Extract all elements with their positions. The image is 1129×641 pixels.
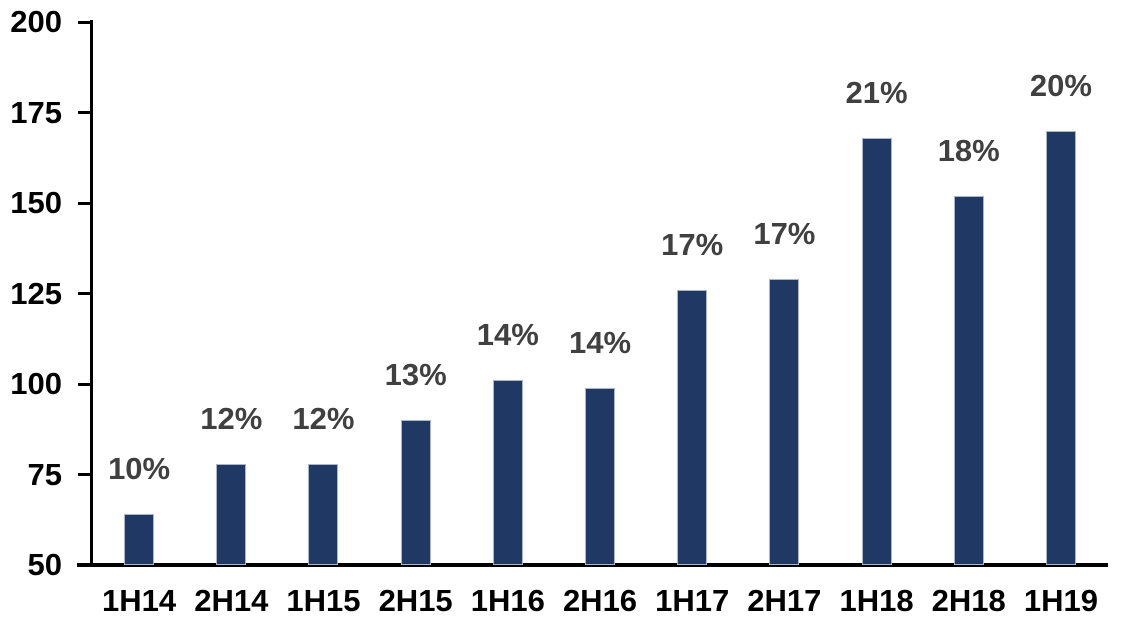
bar-value-label: 12%: [200, 400, 263, 436]
bar-value-label: 17%: [661, 226, 724, 262]
y-tick-mark: [78, 111, 93, 114]
bar-value-label: 21%: [845, 74, 908, 110]
y-tick-mark: [78, 382, 93, 386]
bar: [308, 463, 339, 565]
bar: [492, 380, 523, 565]
y-tick-label: 125: [10, 275, 62, 311]
bar: [1045, 130, 1076, 565]
y-tick-label: 75: [27, 456, 62, 492]
bar: [677, 289, 708, 565]
y-tick-mark: [78, 292, 93, 295]
x-category-label: 2H17: [747, 583, 822, 618]
bar-value-label: 17%: [753, 216, 816, 252]
x-axis-line: [77, 563, 1108, 567]
x-category-label: 2H16: [562, 583, 638, 618]
x-category-label: 1H18: [839, 583, 914, 618]
bar: [124, 514, 155, 565]
y-tick-label: 100: [10, 366, 62, 401]
y-tick-label: 50: [27, 547, 62, 582]
y-tick-label: 150: [10, 185, 62, 220]
x-category-label: 1H17: [655, 583, 730, 618]
y-tick-mark: [78, 563, 93, 567]
bar: [400, 420, 431, 565]
x-category-label: 1H19: [1023, 583, 1098, 618]
bar-value-label: 12%: [292, 400, 355, 436]
bar-value-label: 18%: [937, 132, 1000, 168]
x-category-label: 2H18: [931, 583, 1006, 618]
bar-value-label: 20%: [1029, 67, 1092, 103]
bar: [953, 195, 984, 565]
x-category-label: 2H14: [194, 583, 269, 618]
bar: [585, 387, 615, 565]
x-category-label: 2H15: [378, 583, 453, 618]
y-tick-mark: [78, 201, 93, 205]
x-category-label: 1H16: [470, 583, 545, 618]
bar: [769, 279, 800, 565]
y-tick-mark: [78, 473, 93, 476]
bar-value-label: 13%: [384, 357, 447, 393]
x-category-label: 1H14: [102, 583, 177, 618]
bar: [216, 463, 247, 565]
y-tick-label: 175: [10, 94, 62, 130]
y-tick-mark: [78, 20, 93, 24]
bar-value-label: 10%: [108, 451, 171, 487]
y-tick-label: 200: [10, 4, 62, 39]
bar-value-label: 14%: [568, 324, 632, 360]
x-category-label: 1H15: [286, 583, 361, 618]
bar-value-label: 14%: [476, 317, 539, 353]
bar: [861, 137, 892, 565]
